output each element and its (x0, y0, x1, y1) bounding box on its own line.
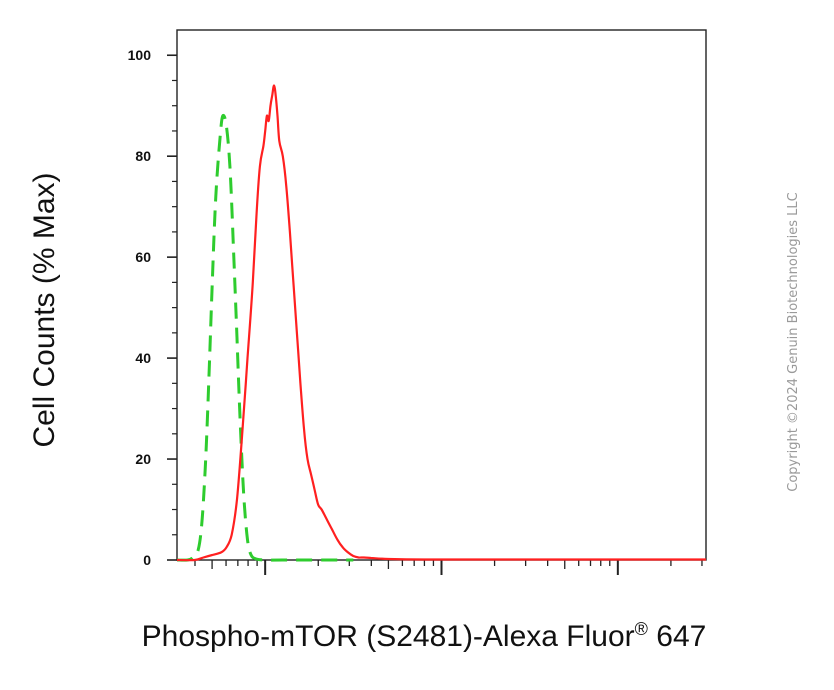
x-axis-title-suffix: 647 (648, 620, 706, 653)
x-axis-ticks (194, 560, 703, 575)
series-sample-solid-line (176, 84, 706, 562)
y-tick-label-40: 40 (135, 350, 151, 366)
x-axis-title-registered: ® (635, 619, 648, 639)
y-tick-label-100: 100 (128, 47, 152, 63)
copyright-watermark: Copyright ©2024 Genuin Biotechnologies L… (786, 192, 801, 491)
plot-frame (176, 29, 707, 561)
y-tick-label-80: 80 (135, 148, 151, 164)
plot-border (176, 29, 707, 561)
y-tick-label-20: 20 (135, 451, 151, 467)
x-axis-title: Phospho-mTOR (S2481)-Alexa Fluor® 647 (142, 619, 707, 653)
x-axis-title-main: Phospho-mTOR (S2481)-Alexa Fluor (142, 620, 635, 653)
y-tick-label-0: 0 (143, 552, 151, 568)
y-tick-label-60: 60 (135, 249, 151, 265)
series-layer (176, 84, 706, 562)
series-control-dashed-line (176, 113, 354, 562)
y-axis-ticks: 0 20 40 60 80 100 (128, 47, 177, 568)
y-axis-title: Cell Counts (% Max) (28, 172, 61, 447)
